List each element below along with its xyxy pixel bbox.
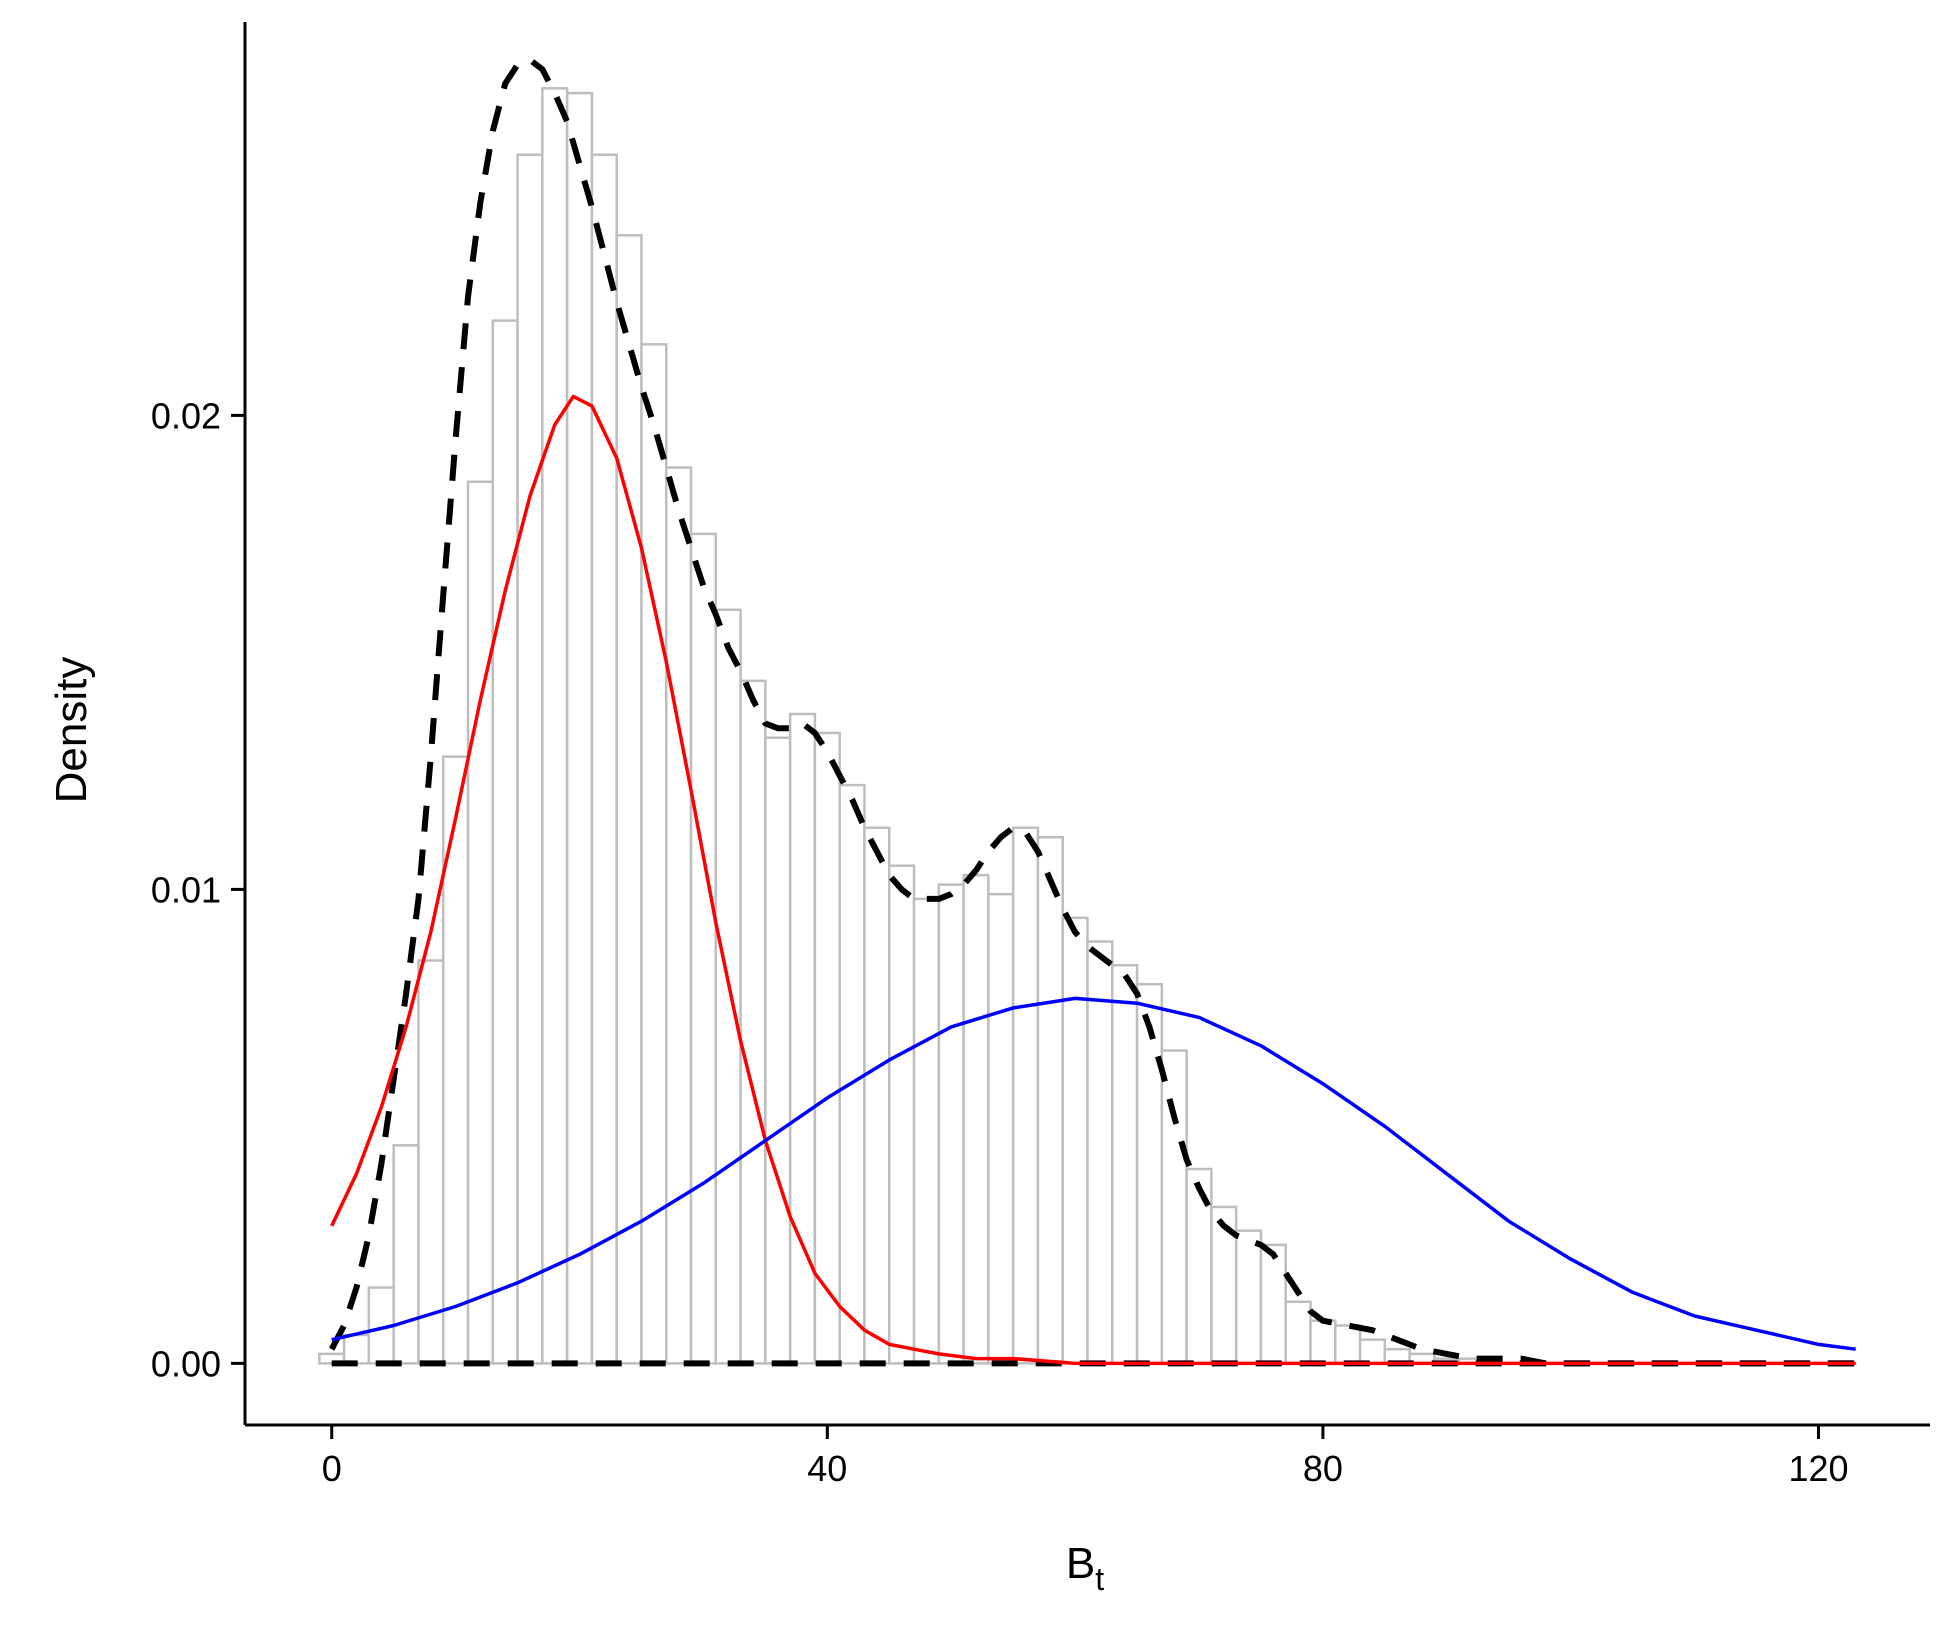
curve-component-1 [330, 394, 1856, 1366]
histogram-bar [1259, 1243, 1287, 1365]
histogram-bar [392, 1144, 420, 1365]
histogram-bar [491, 319, 519, 1365]
histogram-bar [1284, 1300, 1312, 1365]
density-curves [329, 56, 1856, 1367]
x-axis-title-subscript: t [1095, 1561, 1104, 1597]
histogram-bar [466, 480, 495, 1365]
curve-dashed-density [329, 56, 1856, 1367]
histogram-bar [342, 1333, 371, 1365]
histogram-bar [1036, 836, 1064, 1365]
histogram-bar [1334, 1324, 1362, 1365]
histogram-bar [912, 897, 941, 1365]
histogram-bar [962, 873, 990, 1365]
histogram-bar [1160, 1049, 1188, 1365]
histogram-bar [764, 736, 792, 1365]
y-tick-label: 0.00 [151, 1343, 221, 1384]
x-axis-title-main: B [1066, 1539, 1095, 1588]
histogram-bar [838, 783, 866, 1365]
y-axis-title: Density [47, 657, 96, 804]
histogram-bar [1135, 982, 1164, 1365]
y-tick-label: 0.01 [151, 869, 221, 910]
histogram-bar [863, 826, 891, 1365]
curve-component-2 [331, 996, 1856, 1351]
y-tick-label: 0.02 [151, 395, 221, 436]
histogram-bar [441, 755, 470, 1365]
x-tick-label: 40 [807, 1448, 847, 1489]
histogram-bar [888, 864, 916, 1365]
x-axis-title: Bt [1066, 1539, 1104, 1597]
histogram-bar [417, 959, 445, 1365]
histogram-bar [1358, 1338, 1387, 1365]
histogram-bar [590, 153, 618, 1365]
x-tick-label: 0 [322, 1448, 342, 1489]
histogram-bar [1086, 940, 1114, 1365]
histogram-bar [541, 87, 569, 1365]
x-tick-label: 120 [1788, 1448, 1848, 1489]
histogram-bar [1011, 826, 1040, 1365]
histogram-bar [615, 234, 643, 1365]
histogram-bar [813, 731, 841, 1365]
histogram-bar [1111, 963, 1139, 1365]
histogram-bar [1061, 916, 1089, 1365]
y-axis-ticks: 0.00 0.01 0.02 [151, 395, 245, 1384]
histogram-bar [565, 91, 594, 1365]
x-tick-label: 80 [1303, 1448, 1343, 1489]
histogram-bar [689, 532, 718, 1365]
histogram-bar [516, 153, 544, 1365]
histogram-bar [1309, 1319, 1337, 1365]
histogram-bar [937, 883, 965, 1365]
histogram-bar [987, 892, 1015, 1365]
histogram-bar [640, 343, 668, 1365]
histogram-bars [318, 87, 1486, 1365]
histogram-bar [1234, 1229, 1263, 1365]
histogram-bar [739, 679, 767, 1365]
histogram-bar [665, 466, 693, 1365]
x-axis-ticks: 0 40 80 120 [322, 1425, 1849, 1489]
